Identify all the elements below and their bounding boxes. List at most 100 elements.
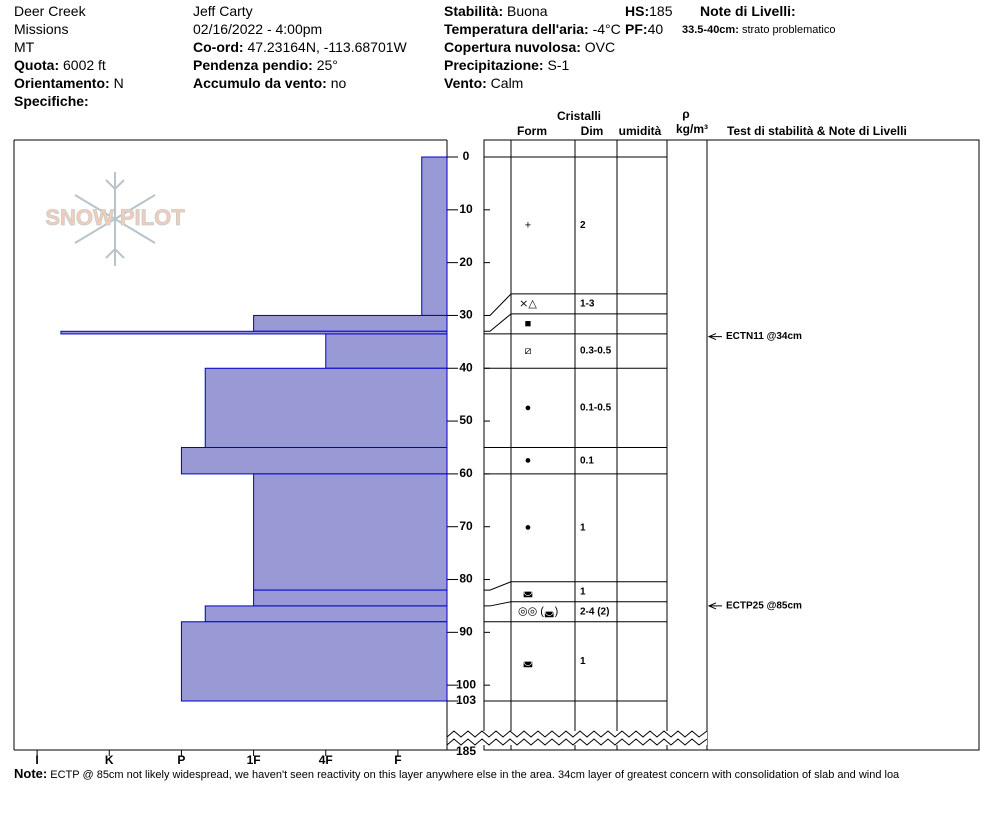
y-tick-label: 80: [459, 572, 473, 586]
x-tick-label: P: [177, 753, 185, 767]
field-value: 185: [649, 3, 673, 19]
x-tick-label: 4F: [319, 753, 333, 767]
x-tick-label: I: [35, 753, 38, 767]
hardness-bar: [204, 367, 448, 448]
layer-connector: [484, 581, 512, 591]
field: Orientamento: N: [14, 75, 124, 91]
field-value: 6002 ft: [63, 57, 106, 73]
field-value: no: [330, 75, 347, 91]
field-label: Vento:: [444, 75, 487, 91]
crystal-form: ⨯△: [519, 298, 537, 310]
layer-connector: [484, 601, 512, 607]
field-value: 47.23164N, -113.68701W: [247, 39, 407, 55]
field-label: HS:: [625, 3, 650, 19]
field-value: Buona: [507, 3, 548, 19]
crystal-size: 0.1-0.5: [580, 403, 612, 414]
y-tick-label: 20: [459, 255, 473, 269]
layer-note: 33.5-40cm: strato problematico: [682, 24, 835, 36]
column-headers: Cristalli Form Dim umidità ρ kg/m³ Test …: [517, 107, 907, 138]
y-tick-label: 30: [459, 308, 473, 322]
crystal-form: ⧄: [525, 345, 532, 357]
field: Vento: Calm: [444, 75, 523, 91]
field: Pendenza pendio: 25°: [193, 57, 338, 73]
y-tick-label: 10: [459, 202, 473, 216]
hardness-bar: [60, 330, 448, 335]
field-label: Orientamento:: [14, 75, 110, 91]
hardness-bar: [204, 605, 448, 623]
x-tick-label: K: [105, 753, 114, 767]
field-value: Calm: [490, 75, 524, 91]
field-value: S-1: [547, 57, 570, 73]
layer-connector: [484, 293, 512, 316]
field-value: N: [113, 75, 124, 91]
y-tick-label: 185: [456, 744, 476, 758]
y-tick-label: 60: [459, 466, 473, 480]
crystal-size: 2: [580, 220, 586, 231]
crystal-form: ◎◎ (◛): [518, 606, 558, 618]
hardness-bar: [180, 621, 448, 702]
logo: [74, 172, 156, 266]
field: Precipitazione: S-1: [444, 57, 569, 73]
column-header: Form: [517, 124, 547, 138]
column-header: kg/m³: [676, 122, 708, 136]
crystal-size: 2-4 (2): [580, 606, 609, 617]
crystal-size: 0.3-0.5: [580, 346, 612, 357]
field-label: Note di Livelli:: [700, 3, 796, 19]
field-value: OVC: [584, 39, 616, 55]
field: HS:185: [625, 3, 672, 19]
field-value: -4°C: [592, 21, 621, 37]
note-label: Note:: [14, 766, 48, 781]
test-arrow: [707, 602, 722, 610]
column-header: Dim: [581, 124, 604, 138]
field-label: Pendenza pendio:: [193, 57, 313, 73]
crystal-form: +: [525, 219, 531, 231]
hardness-bar: [253, 314, 448, 332]
field: Copertura nuvolosa: OVC: [444, 39, 615, 55]
crystal-form: ●: [525, 455, 532, 467]
column-header: ρ: [682, 107, 689, 121]
y-tick-label: 70: [459, 519, 473, 533]
field-label: Copertura nuvolosa:: [444, 39, 581, 55]
site: Deer Creek: [14, 3, 86, 19]
field-label: Quota:: [14, 57, 60, 73]
test-label: ECTN11 @34cm: [726, 331, 802, 342]
y-tick-label: 90: [459, 625, 473, 639]
field-label: Precipitazione:: [444, 57, 544, 73]
test-arrow: [707, 333, 722, 341]
note-text: ECTP @ 85cm not likely widespread, we ha…: [50, 769, 900, 781]
table-frame: [483, 139, 980, 751]
field: Note di Livelli:: [700, 3, 796, 19]
field-label: PF:: [625, 21, 648, 37]
field: Stabilità: Buona: [444, 3, 548, 19]
x-tick-label: 1F: [247, 753, 261, 767]
state: MT: [14, 39, 35, 55]
field-label: Stabilità:: [444, 3, 504, 19]
field: PF:40: [625, 21, 664, 37]
field-value: 25°: [316, 57, 338, 73]
crystal-size: 1-3: [580, 299, 595, 310]
crystal-form: ●: [525, 522, 532, 534]
field: Temperatura dell'aria: -4°C: [444, 21, 621, 37]
observer: Jeff Carty: [193, 3, 253, 19]
field: Accumulo da vento: no: [193, 75, 346, 91]
column-header: umidità: [619, 124, 662, 138]
field: Quota: 6002 ft: [14, 57, 106, 73]
y-tick-label: 100: [456, 677, 476, 691]
field-label: Temperatura dell'aria:: [444, 21, 589, 37]
hardness-bar: [253, 589, 448, 607]
field-value: 40: [647, 21, 664, 37]
y-tick-label: 40: [459, 360, 473, 374]
column-header: Test di stabilità & Note di Livelli: [727, 124, 907, 138]
crystal-form: ●: [525, 402, 532, 414]
layer-connector: [484, 313, 512, 332]
test-label: ECTP25 @85cm: [726, 601, 802, 612]
y-tick-label: 103: [456, 693, 476, 707]
note: Note: ECTP @ 85cm not likely widespread,…: [14, 766, 994, 781]
y-tick-label: 50: [459, 413, 473, 427]
crystal-form: ■: [525, 318, 532, 330]
crystal-size: 1: [580, 586, 586, 597]
layer-note-value: strato problematico: [741, 24, 836, 36]
range: Missions: [14, 21, 69, 37]
